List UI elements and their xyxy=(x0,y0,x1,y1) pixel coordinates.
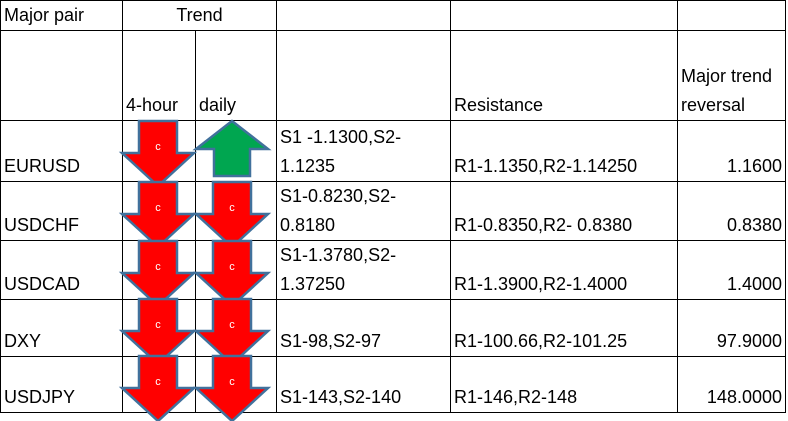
arrow-label: c xyxy=(229,261,235,273)
arrow-down-icon: c xyxy=(192,180,272,249)
trend-table: Major pair Trend 4-hour daily Resistance… xyxy=(0,0,786,413)
reversal-cell: 1.1600 xyxy=(677,120,786,182)
trend-4h-arrow-shape xyxy=(118,297,198,366)
pair-cell: USDJPY xyxy=(0,356,123,413)
arrow-label: c xyxy=(229,202,235,214)
arrow-label: c xyxy=(155,202,161,214)
arrow-label: c xyxy=(155,319,161,331)
arrow-down-icon: c xyxy=(192,354,272,421)
trend-daily-arrow-shape xyxy=(192,180,272,249)
support-cell: S1 -1.1300,S2-1.1235 xyxy=(276,120,451,182)
trend-4h-arrow-shape xyxy=(118,354,198,421)
resistance-cell: R1-1.3900,R2-1.4000 xyxy=(450,240,678,300)
pair-cell: USDCAD xyxy=(0,240,123,300)
table-row: USDCHF S1-0.8230,S2-0.8180 R1-0.8350,R2- 0… xyxy=(0,181,786,241)
arrow-label: c xyxy=(229,376,235,388)
header-reversal: Major trend reversal xyxy=(677,30,786,121)
table-row: USDJPY S1-143,S2-140 R1-146,R2-148 148.0000 xyxy=(0,356,786,413)
trend-daily-arrow-shape xyxy=(192,354,272,421)
header-blank-2 xyxy=(276,30,451,121)
arrow-down-icon: c xyxy=(118,180,198,249)
header-blank xyxy=(0,30,123,121)
arrow-label: c xyxy=(155,141,161,153)
arrow-up-icon xyxy=(192,119,272,178)
arrow-down-icon: c xyxy=(118,119,198,188)
header-daily: daily xyxy=(195,30,277,121)
support-cell: S1-0.8230,S2-0.8180 xyxy=(276,181,451,241)
pair-cell: DXY xyxy=(0,299,123,357)
arrow-down-icon: c xyxy=(118,354,198,421)
trend-4h-arrow-shape xyxy=(118,180,198,249)
trend-daily-arrow-shape xyxy=(192,297,272,366)
resistance-cell: R1-0.8350,R2- 0.8380 xyxy=(450,181,678,241)
header-4-hour: 4-hour xyxy=(122,30,196,121)
arrow-label: c xyxy=(229,319,235,331)
trend-4h-arrow-shape xyxy=(118,119,198,188)
support-cell: S1-143,S2-140 xyxy=(276,356,451,413)
table-row: DXY S1-98,S2-97 R1-100.66,R2-101.25 97.9000 xyxy=(0,299,786,357)
arrow-label: c xyxy=(155,261,161,273)
header-support xyxy=(276,0,451,31)
arrow-down-icon: c xyxy=(118,297,198,366)
table-row: EURUSD S1 -1.1300,S2-1.1235 R1-1.1350,R2-1… xyxy=(0,120,786,182)
arrow-down-icon: c xyxy=(118,239,198,308)
resistance-cell: R1-1.1350,R2-1.14250 xyxy=(450,120,678,182)
header-trend: Trend xyxy=(122,0,277,31)
reversal-cell: 0.8380 xyxy=(677,181,786,241)
table-row: USDCAD S1-1.3780,S2-1.37250 R1-1.3900,R2-1… xyxy=(0,240,786,300)
header-resistance: Resistance xyxy=(450,30,678,121)
support-cell: S1-98,S2-97 xyxy=(276,299,451,357)
trend-4h-arrow-shape xyxy=(118,239,198,308)
trend-daily-arrow-shape xyxy=(192,119,272,178)
arrow-down-icon: c xyxy=(192,297,272,366)
header-major-pair: Major pair xyxy=(0,0,123,31)
reversal-cell: 148.0000 xyxy=(677,356,786,413)
support-cell: S1-1.3780,S2-1.37250 xyxy=(276,240,451,300)
pair-cell: USDCHF xyxy=(0,181,123,241)
header-empty-2 xyxy=(677,0,786,31)
reversal-cell: 97.9000 xyxy=(677,299,786,357)
arrow-down-icon: c xyxy=(192,239,272,308)
header-empty xyxy=(450,0,678,31)
trend-daily-arrow-shape xyxy=(192,239,272,308)
resistance-cell: R1-146,R2-148 xyxy=(450,356,678,413)
reversal-cell: 1.4000 xyxy=(677,240,786,300)
pair-cell: EURUSD xyxy=(0,120,123,182)
arrow-label: c xyxy=(155,376,161,388)
resistance-cell: R1-100.66,R2-101.25 xyxy=(450,299,678,357)
